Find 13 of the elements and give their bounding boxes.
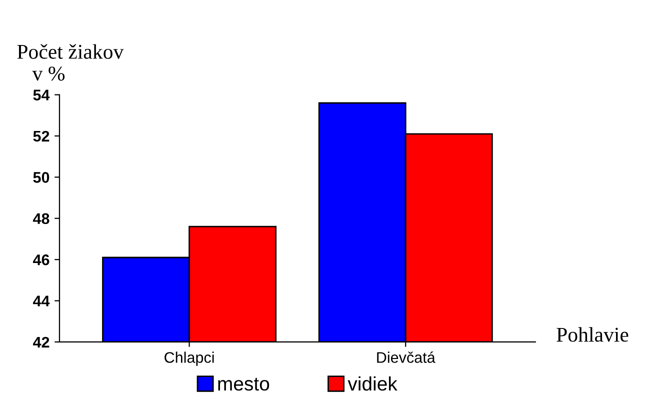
y-tick-label: 54 [33, 90, 50, 100]
x-axis-title: Pohlavie [556, 327, 628, 342]
y-tick-label: 48 [33, 213, 50, 224]
y-axis-title: Počet žiakov v % [17, 44, 124, 81]
x-tick-label: Chlapci [164, 352, 214, 366]
y-tick-label: 52 [33, 130, 50, 142]
y-tick-label: 50 [33, 172, 50, 183]
legend-label: mesto [218, 378, 270, 391]
x-tick-label: Dievčatá [377, 352, 436, 363]
y-tick-label: 42 [33, 336, 50, 348]
legend-label: vidiek [348, 376, 398, 391]
y-tick-label: 46 [33, 254, 50, 266]
y-tick-label: 44 [33, 296, 50, 306]
